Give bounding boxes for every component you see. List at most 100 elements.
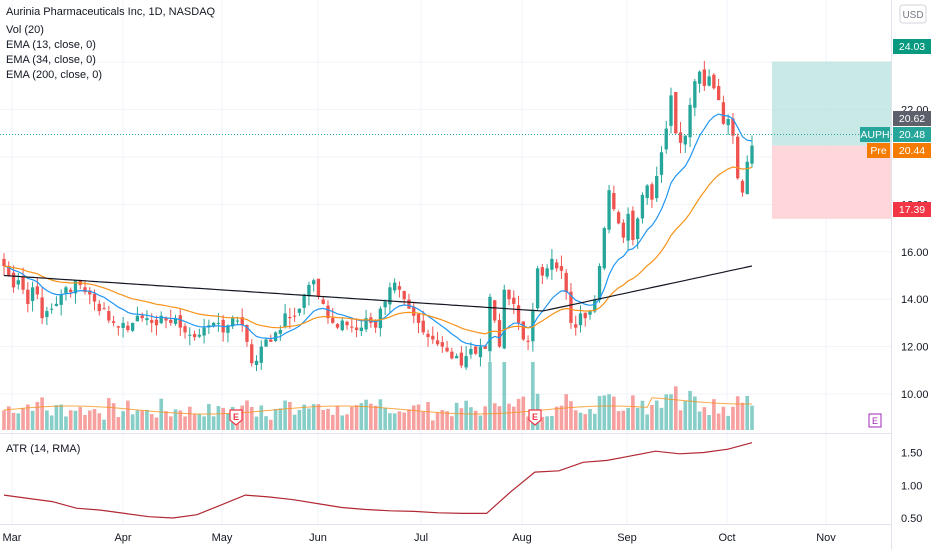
volume-bar	[588, 409, 592, 430]
svg-text:17.39: 17.39	[899, 204, 925, 216]
earnings-marker-may[interactable]: E	[229, 409, 243, 426]
candle-body	[616, 212, 621, 224]
atr-series-line	[3, 442, 753, 519]
candle-body	[64, 287, 68, 294]
candle-body	[250, 344, 254, 364]
candle-body	[269, 339, 273, 342]
time-tick-label: Nov	[816, 532, 836, 544]
ema-value-badge: 20.62	[893, 111, 931, 126]
volume-bar	[454, 402, 459, 430]
candlesticks[interactable]	[2, 60, 754, 372]
ema34-line	[3, 166, 753, 335]
volume-bar	[259, 405, 264, 430]
volume-bar	[550, 416, 554, 430]
volume-bar	[54, 405, 59, 430]
candle-body	[135, 315, 140, 322]
volume-bar	[2, 410, 6, 430]
risk-reward-zones[interactable]	[772, 61, 892, 219]
time-tick-label: Jun	[309, 532, 327, 544]
earnings-marker-upcoming[interactable]: E	[868, 413, 882, 428]
price-tick-label: 16.00	[901, 247, 929, 259]
volume-bar	[378, 399, 383, 430]
volume-bar	[135, 410, 140, 430]
volume-bar	[607, 394, 611, 430]
volume-bar	[226, 413, 230, 430]
volume-bar	[669, 394, 673, 430]
volume-bar	[121, 411, 125, 430]
volume-bar	[183, 416, 187, 430]
candle-body	[412, 306, 416, 316]
volume-bar	[473, 410, 478, 430]
candle-body	[693, 81, 697, 108]
candle-body	[11, 272, 16, 288]
volume-bar	[78, 407, 83, 430]
candle-body	[716, 86, 721, 101]
candle-body	[483, 345, 487, 349]
volume-bar	[402, 412, 407, 430]
atr-tick-label: 0.50	[901, 513, 922, 525]
candle-body	[278, 330, 282, 334]
candle-body	[307, 284, 311, 296]
volume-bar	[264, 416, 268, 430]
candle-body	[583, 312, 587, 319]
volume-bar	[740, 402, 745, 430]
candle-body	[345, 321, 349, 326]
volume-bar	[602, 395, 607, 430]
candle-body	[331, 317, 335, 323]
candle-body	[712, 74, 716, 89]
candle-body	[593, 299, 597, 312]
svg-text:20.44: 20.44	[899, 145, 925, 157]
candle-body	[264, 339, 268, 347]
stop-price-badge: 17.39	[893, 202, 931, 217]
volume-bar	[321, 409, 326, 430]
time-tick-label: May	[212, 532, 233, 544]
candle-body	[111, 321, 116, 323]
volume-bar	[631, 395, 635, 430]
candle-body	[197, 334, 202, 337]
volume-bar	[673, 386, 678, 430]
volume-bar	[621, 410, 626, 430]
candle-body	[659, 152, 664, 175]
volume-bar	[164, 411, 168, 430]
currency-label: USD	[902, 10, 923, 21]
volume-bar	[531, 362, 535, 430]
candle-body	[564, 272, 568, 293]
candle-body	[145, 318, 149, 321]
volume-bar	[654, 400, 659, 430]
volume-bar	[373, 405, 378, 430]
volume-bar	[492, 403, 497, 430]
candle-body	[26, 289, 30, 304]
candle-body	[512, 297, 516, 304]
volume-bar	[87, 410, 92, 430]
candle-body	[721, 102, 726, 124]
volume-bar	[159, 398, 164, 430]
volume-bar	[21, 408, 25, 430]
ema200-line	[3, 265, 753, 312]
atr-axis-ticks: 0.50 1.00 1.50	[901, 448, 922, 526]
volume-bar	[578, 412, 583, 430]
candle-body	[469, 348, 473, 355]
candle-body	[631, 210, 635, 240]
volume-bar	[592, 413, 597, 430]
candle-body	[226, 325, 230, 333]
volume-bar	[68, 410, 73, 430]
candle-body	[373, 320, 378, 328]
earnings-marker-aug[interactable]: E	[528, 409, 542, 426]
volume-bar	[178, 410, 183, 430]
candle-body	[235, 320, 240, 322]
volume-bar	[478, 415, 483, 430]
candle-body	[597, 266, 602, 301]
candle-body	[407, 299, 411, 309]
volume-bar	[245, 400, 249, 430]
candle-body	[254, 360, 259, 366]
volume-bar	[716, 413, 721, 430]
currency-button[interactable]	[899, 4, 927, 24]
candle-body	[574, 324, 578, 328]
volume-bar	[569, 401, 573, 430]
volume-bar	[268, 419, 273, 430]
volume-bar	[6, 406, 11, 430]
candle-body	[397, 286, 402, 290]
volume-bar	[273, 408, 278, 430]
